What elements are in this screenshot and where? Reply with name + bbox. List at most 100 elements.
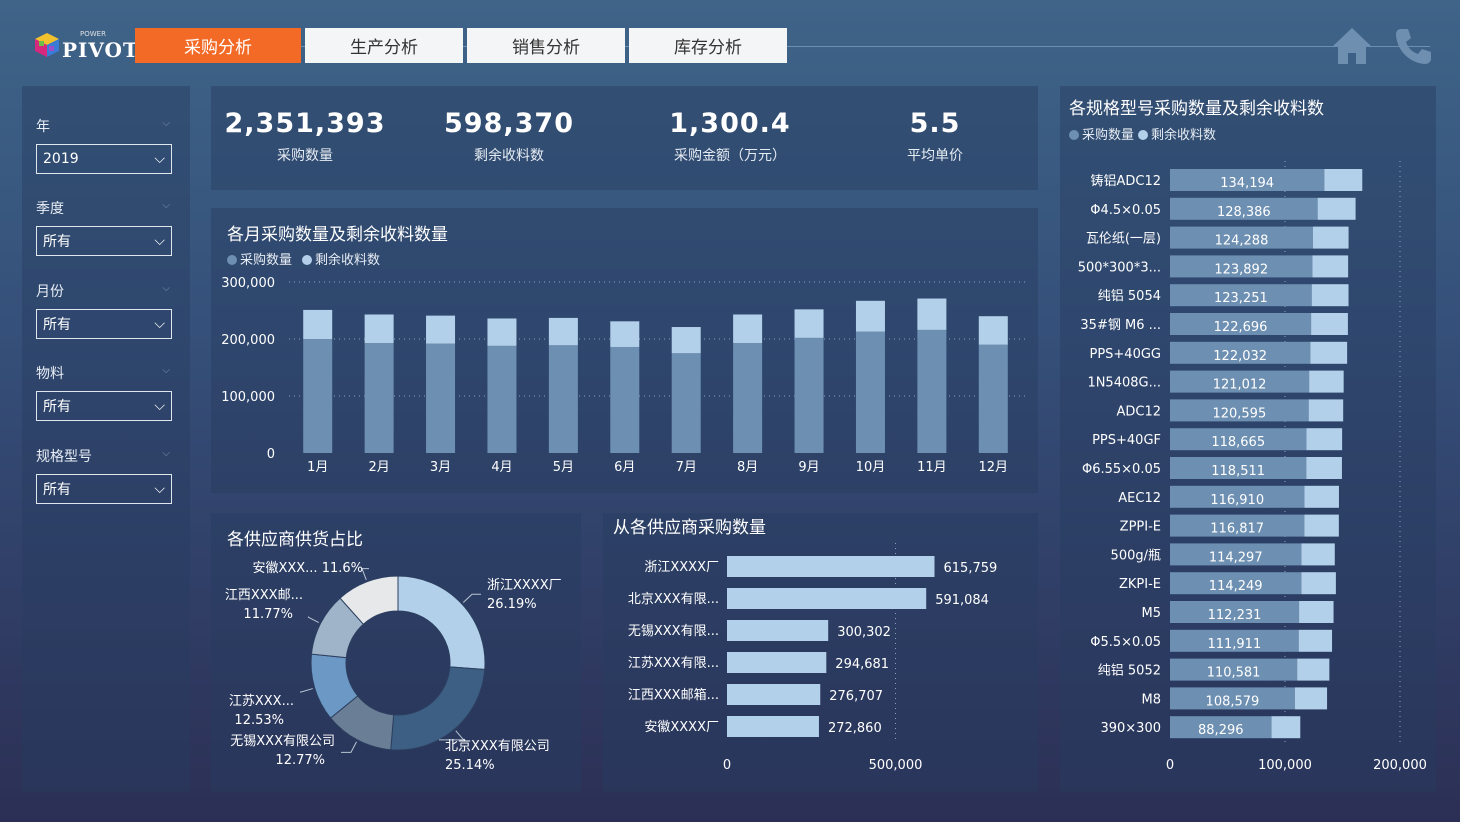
legend-item[interactable]: 采购数量 bbox=[1069, 124, 1134, 143]
filter-spec-select[interactable]: 所有 ⌵ bbox=[36, 474, 172, 504]
supplier-share-panel: 各供应商供货占比 浙江XXXX厂 26.19% 北京XXX有限公司 25.14% 无锡X… bbox=[211, 513, 581, 792]
data-label: 122,696 bbox=[1214, 320, 1268, 335]
spec-bar-purchase bbox=[1170, 658, 1298, 681]
bar-remaining bbox=[426, 315, 456, 344]
chevron-down-icon: ⌵ bbox=[154, 481, 165, 497]
category-label: ZKPI-E bbox=[1119, 577, 1161, 592]
legend-item[interactable]: 采购数量 bbox=[227, 249, 292, 268]
leader-line bbox=[341, 741, 357, 753]
data-label: 118,511 bbox=[1211, 464, 1265, 479]
tab-inventory[interactable]: 库存分析 bbox=[629, 28, 787, 63]
bar-remaining bbox=[548, 317, 578, 346]
category-label: 35#钢 M6 ... bbox=[1080, 318, 1161, 333]
x-tick-label: 12月 bbox=[979, 460, 1009, 475]
slice-value: 11.77% bbox=[243, 607, 293, 622]
legend-item[interactable]: 剩余收料数 bbox=[1138, 124, 1216, 143]
bar-remaining bbox=[610, 321, 640, 347]
kpi-purchase-amount: 1,300.4 采购金额（万元） bbox=[630, 108, 830, 165]
chevron-down-icon[interactable]: ⌵ bbox=[162, 200, 170, 211]
donut-slice bbox=[397, 575, 486, 671]
x-tick-label: 6月 bbox=[614, 460, 635, 475]
spec-bar-purchase bbox=[1170, 399, 1309, 422]
supplier-bar bbox=[727, 588, 927, 609]
spec-bar-remaining bbox=[1298, 629, 1333, 652]
spec-bar-purchase bbox=[1170, 313, 1312, 335]
chevron-down-icon[interactable]: ⌵ bbox=[162, 118, 170, 129]
filter-month-value: 所有 bbox=[43, 317, 71, 333]
x-tick-label: 11月 bbox=[917, 460, 947, 475]
spec-bar-remaining bbox=[1306, 428, 1343, 451]
slice-name: 江西XXX邮... bbox=[225, 588, 303, 603]
bar-remaining bbox=[303, 309, 333, 339]
spec-bar-purchase bbox=[1170, 284, 1312, 307]
kpi-value: 2,351,393 bbox=[224, 108, 386, 139]
slice-value: 12.77% bbox=[275, 753, 325, 768]
category-label: M8 bbox=[1142, 692, 1162, 707]
spec-bar-remaining bbox=[1311, 313, 1348, 335]
data-label: 108,579 bbox=[1206, 694, 1260, 709]
supplier-bar bbox=[727, 556, 935, 577]
spec-bar-remaining bbox=[1304, 514, 1339, 537]
chart-legend: 采购数量 剩余收料数 bbox=[227, 249, 380, 268]
spec-bar-purchase bbox=[1170, 255, 1313, 278]
category-label: PPS+40GF bbox=[1092, 433, 1161, 448]
spec-bar-remaining bbox=[1309, 370, 1344, 393]
chevron-down-icon[interactable]: ⌵ bbox=[162, 365, 170, 376]
kpi-remaining-qty: 598,370 剩余收料数 bbox=[409, 108, 609, 165]
filter-material-select[interactable]: 所有 ⌵ bbox=[36, 391, 172, 421]
header-divider bbox=[300, 46, 1430, 47]
filter-material-label: 物料 bbox=[36, 366, 64, 382]
supplier-bar bbox=[727, 716, 819, 737]
bar-purchase bbox=[548, 345, 578, 453]
x-tick-label: 3月 bbox=[430, 460, 451, 475]
bar-purchase bbox=[671, 353, 701, 453]
kpi-value: 5.5 bbox=[909, 108, 961, 139]
spec-bar-remaining bbox=[1301, 572, 1336, 595]
tab-production[interactable]: 生产分析 bbox=[305, 28, 463, 63]
category-label: PPS+40GG bbox=[1089, 347, 1161, 362]
kpi-value: 598,370 bbox=[444, 108, 574, 139]
spec-chart-panel: 各规格型号采购数量及剩余收料数 采购数量 剩余收料数 铸铝ADC12 134,19… bbox=[1060, 86, 1436, 792]
spec-bar-remaining bbox=[1312, 255, 1349, 278]
spec-bar-purchase bbox=[1170, 370, 1310, 393]
kpi-label: 剩余收料数 bbox=[474, 148, 544, 164]
spec-bar-remaining bbox=[1317, 197, 1356, 220]
spec-bar-purchase bbox=[1170, 716, 1272, 739]
phone-icon[interactable] bbox=[1393, 26, 1433, 66]
filter-year-select[interactable]: 2019 ⌵ bbox=[36, 144, 172, 174]
leader-line bbox=[462, 593, 481, 603]
category-label: ADC12 bbox=[1116, 404, 1161, 419]
chevron-down-icon[interactable]: ⌵ bbox=[162, 283, 170, 294]
slice-name: 无锡XXX有限公司 bbox=[230, 734, 335, 749]
filter-month-select[interactable]: 所有 ⌵ bbox=[36, 309, 172, 339]
slice-name: 江苏XXX... bbox=[229, 693, 294, 709]
monthly-chart: 0 100,000 200,000 300,000 1月 2月 3月 4月 5月 6月 7月 8月 9月… bbox=[221, 276, 1026, 475]
bar-purchase bbox=[917, 329, 947, 453]
chevron-down-icon: ⌵ bbox=[154, 316, 165, 332]
y-tick-label: 300,000 bbox=[221, 276, 275, 291]
data-label: 110,581 bbox=[1207, 666, 1261, 681]
filter-quarter-select[interactable]: 所有 ⌵ bbox=[36, 226, 172, 256]
spec-bar-remaining bbox=[1299, 601, 1334, 623]
category-label: 纯铝 5052 bbox=[1098, 664, 1161, 679]
tab-purchase[interactable]: 采购分析 bbox=[135, 28, 301, 63]
power-pivot-logo: POWER PIVOT bbox=[34, 30, 138, 62]
home-icon[interactable] bbox=[1331, 26, 1373, 66]
tab-sales[interactable]: 销售分析 bbox=[467, 28, 625, 63]
spec-bar-purchase bbox=[1170, 687, 1295, 710]
category-label: 纯铝 5054 bbox=[1098, 289, 1161, 304]
spec-bar-remaining bbox=[1324, 169, 1363, 191]
filter-material: 物料 ⌵ 所有 ⌵ bbox=[36, 363, 172, 421]
chevron-down-icon[interactable]: ⌵ bbox=[162, 448, 170, 459]
legend-label: 采购数量 bbox=[1082, 128, 1135, 143]
bar-purchase bbox=[487, 345, 517, 453]
logo-text: PIVOT bbox=[62, 38, 139, 62]
legend-item[interactable]: 剩余收料数 bbox=[302, 249, 380, 268]
leader-line bbox=[361, 568, 369, 581]
bar-purchase bbox=[364, 342, 394, 453]
filter-spec-label: 规格型号 bbox=[36, 449, 92, 465]
donut-slice bbox=[339, 575, 399, 625]
x-tick-label: 9月 bbox=[798, 460, 819, 475]
spec-bar-chart: 铸铝ADC12 134,194 Φ4.5×0.05 128,386 瓦伦纸(一层) 124… bbox=[1078, 161, 1427, 773]
category-label: M5 bbox=[1142, 606, 1162, 621]
